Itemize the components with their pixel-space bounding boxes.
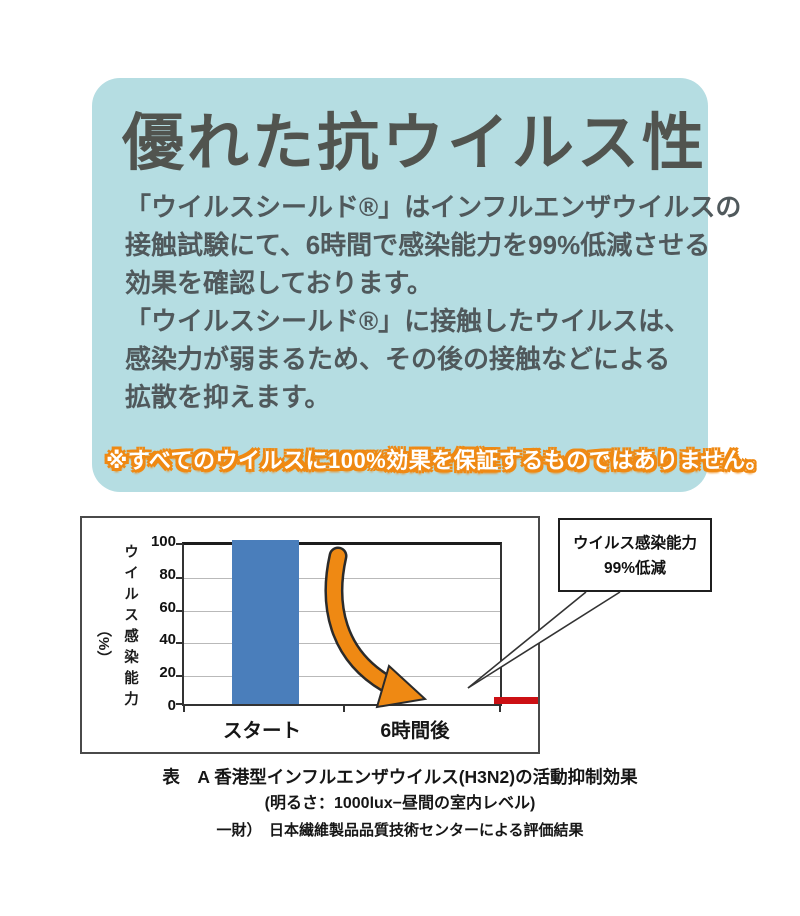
y-axis-label: ウイルス感染能力 <box>122 544 138 712</box>
caption-block: 表 A 香港型インフルエンザウイルス(H3N2)の活動抑制効果 (明るさ：100… <box>0 764 800 844</box>
y-axis-unit: （%） <box>95 622 112 666</box>
body-line-2: 接触試験にて、6時間で感染能力を99%低減させる <box>125 230 711 260</box>
card-title: 優れた抗ウイルス性 <box>122 109 708 178</box>
x-tickmark-right <box>499 706 501 712</box>
body-line-1: 「ウイルスシールド®」はインフルエンザウイルスの <box>125 192 742 222</box>
x-tickmark-left <box>183 706 185 712</box>
y-tickmark-100 <box>176 543 182 545</box>
y-tickmark-20 <box>176 675 182 677</box>
y-tickmark-80 <box>176 577 182 579</box>
y-tickmark-60 <box>176 610 182 612</box>
callout-line-2: 99%低減 <box>603 560 667 577</box>
body-line-5: 感染力が弱まるため、その後の接触などによる <box>125 344 671 374</box>
ytick-0: 0 <box>167 697 176 714</box>
x-tickmark-middle <box>343 706 345 712</box>
chart-box: ウイルス感染能力 （%） 100 80 60 40 20 0 <box>80 516 540 754</box>
figure-region: ウイルス感染能力 （%） 100 80 60 40 20 0 <box>75 510 725 762</box>
ytick-60: 60 <box>159 599 176 616</box>
bar-start <box>232 540 299 704</box>
callout-line-1: ウイルス感染能力 <box>572 535 697 552</box>
body-line-3: 効果を確認しております。 <box>125 268 433 298</box>
x-label-6hours: 6時間後 <box>380 720 450 742</box>
caption-source: 一財） 日本繊維製品品質技術センターによる評価結果 <box>216 822 584 839</box>
promo-card: 優れた抗ウイルス性 「ウイルスシールド®」はインフルエンザウイルスの 接触試験に… <box>92 78 769 492</box>
ytick-100: 100 <box>150 533 176 550</box>
ytick-80: 80 <box>159 566 176 583</box>
y-tickmark-0 <box>176 703 182 705</box>
plot-area <box>176 540 538 712</box>
ytick-40: 40 <box>159 631 176 648</box>
caption-sub: (明るさ：1000lux−昼間の室内レベル) <box>264 795 536 812</box>
card-body: 「ウイルスシールド®」はインフルエンザウイルスの 接触試験にて、6時間で感染能力… <box>125 188 742 416</box>
caption-title: 表 A 香港型インフルエンザウイルス(H3N2)の活動抑制効果 <box>162 767 638 787</box>
body-line-4: 「ウイルスシールド®」に接触したウイルスは、 <box>125 306 691 336</box>
callout-bubble: ウイルス感染能力 99%低減 <box>558 518 712 592</box>
x-label-start: スタート <box>222 720 301 742</box>
body-line-6: 拡散を抑えます。 <box>125 382 331 412</box>
ytick-20: 20 <box>159 664 176 681</box>
y-tickmark-40 <box>176 642 182 644</box>
disclaimer-banner: ※すべてのウイルスに100%効果を保証するものではありません。 <box>106 448 769 473</box>
bar-6hours <box>494 697 538 704</box>
